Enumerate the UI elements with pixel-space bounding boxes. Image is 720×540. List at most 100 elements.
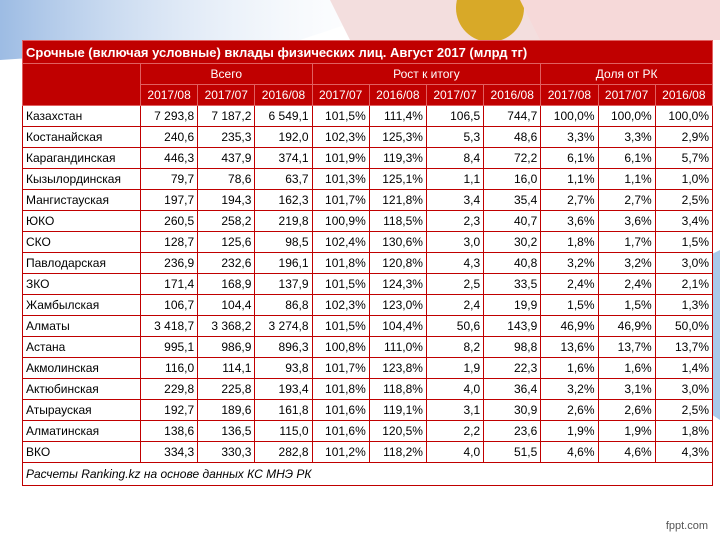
value-cell: 235,3 (197, 126, 256, 148)
value-cell: 240,6 (139, 126, 199, 148)
value-cell: 93,8 (254, 357, 313, 379)
value-cell: 40,7 (483, 210, 542, 232)
coin (456, 0, 524, 42)
sub-header-row: 2017/08 2017/07 2016/08 2017/07 2016/08 2017/… (23, 84, 714, 106)
value-cell: 114,1 (197, 357, 256, 379)
region-cell: Астана (22, 336, 141, 358)
value-cell: 1,8% (654, 420, 714, 442)
data-row: Карагандинская 446,3 437,9 374,1 101,9% 119,3… (22, 147, 714, 169)
data-row: Кызылординская 79,7 78,6 63,7 101,3% 125,1% 1,… (22, 168, 714, 190)
value-cell: 3 274,8 (254, 315, 313, 337)
region-cell: Акмолинская (22, 357, 141, 379)
data-row: СКО 128,7 125,6 98,5 102,4% 130,6% 3,0 30,2 1,8%… (22, 231, 714, 253)
region-cell: Казахстан (22, 105, 141, 127)
value-cell: 8,4 (425, 147, 485, 169)
value-cell: 78,6 (197, 168, 256, 190)
sub-header: 2016/08 (254, 84, 313, 106)
data-row: Костанайская 240,6 235,3 192,0 102,3% 125,3% 5… (22, 126, 714, 148)
value-cell: 3,2% (540, 252, 599, 274)
value-cell: 86,8 (254, 294, 313, 316)
value-cell: 236,9 (139, 252, 199, 274)
value-cell: 2,3 (425, 210, 485, 232)
value-cell: 36,4 (483, 378, 542, 400)
value-cell: 102,3% (311, 126, 370, 148)
value-cell: 118,5% (368, 210, 427, 232)
value-cell: 101,3% (311, 168, 370, 190)
value-cell: 101,9% (311, 147, 370, 169)
value-cell: 192,0 (254, 126, 313, 148)
value-cell: 123,8% (368, 357, 427, 379)
value-cell: 1,7% (597, 231, 656, 253)
value-cell: 123,0% (368, 294, 427, 316)
value-cell: 2,4% (540, 273, 599, 295)
value-cell: 986,9 (197, 336, 256, 358)
table-title: Срочные (включая условные) вклады физиче… (21, 40, 714, 64)
value-cell: 1,6% (540, 357, 599, 379)
value-cell: 124,3% (368, 273, 427, 295)
value-cell: 2,4 (425, 294, 485, 316)
region-cell: Жамбылская (22, 294, 141, 316)
sub-header: 2017/07 (425, 84, 485, 106)
data-row: Павлодарская 236,9 232,6 196,1 101,8% 120,8% 4… (22, 252, 714, 274)
value-cell: 4,0 (425, 378, 485, 400)
sub-header: 2016/08 (368, 84, 427, 106)
sub-header: 2017/08 (139, 84, 199, 106)
value-cell: 6 549,1 (254, 105, 313, 127)
value-cell: 136,5 (197, 420, 256, 442)
value-cell: 101,8% (311, 378, 370, 400)
data-row: ЮКО 260,5 258,2 219,8 100,9% 118,5% 2,3 40,7 3,6… (22, 210, 714, 232)
value-cell: 1,5% (597, 294, 656, 316)
region-cell: ЗКО (22, 273, 141, 295)
value-cell: 50,6 (425, 315, 485, 337)
value-cell: 192,7 (139, 399, 199, 421)
value-cell: 3,4 (425, 189, 485, 211)
value-cell: 111,0% (368, 336, 427, 358)
sub-header: 2017/07 (197, 84, 256, 106)
value-cell: 115,0 (254, 420, 313, 442)
value-cell: 100,9% (311, 210, 370, 232)
value-cell: 1,1 (425, 168, 485, 190)
value-cell: 162,3 (254, 189, 313, 211)
value-cell: 100,8% (311, 336, 370, 358)
value-cell: 168,9 (197, 273, 256, 295)
value-cell: 22,3 (483, 357, 542, 379)
value-cell: 896,3 (254, 336, 313, 358)
value-cell: 100,0% (654, 105, 714, 127)
value-cell: 2,7% (597, 189, 656, 211)
value-cell: 6,1% (597, 147, 656, 169)
value-cell: 3,1% (597, 378, 656, 400)
value-cell: 2,5 (425, 273, 485, 295)
region-cell: Алматинская (22, 420, 141, 442)
data-row: Астана 995,1 986,9 896,3 100,8% 111,0% 8,2 98,8… (22, 336, 714, 358)
value-cell: 2,5% (654, 189, 714, 211)
value-cell: 128,7 (139, 231, 199, 253)
value-cell: 30,2 (483, 231, 542, 253)
data-row: Актюбинская 229,8 225,8 193,4 101,8% 118,8% 4,… (22, 378, 714, 400)
sub-header: 2017/07 (311, 84, 370, 106)
data-row: Алматы 3 418,7 3 368,2 3 274,8 101,5% 104,4% 5… (22, 315, 714, 337)
value-cell: 3,6% (597, 210, 656, 232)
value-cell: 3,2% (540, 378, 599, 400)
value-cell: 161,8 (254, 399, 313, 421)
value-cell: 101,2% (311, 441, 370, 463)
value-cell: 102,4% (311, 231, 370, 253)
footnote-row: Расчеты Ranking.kz на основе данных КС М… (21, 462, 714, 486)
region-cell: Кызылординская (22, 168, 141, 190)
value-cell: 19,9 (483, 294, 542, 316)
value-cell: 4,6% (540, 441, 599, 463)
group-header: Доля от РК (540, 63, 714, 85)
value-cell: 13,6% (540, 336, 599, 358)
value-cell: 2,1% (654, 273, 714, 295)
value-cell: 1,8% (540, 231, 599, 253)
value-cell: 16,0 (483, 168, 542, 190)
value-cell: 101,5% (311, 315, 370, 337)
region-cell: Карагандинская (22, 147, 141, 169)
value-cell: 111,4% (368, 105, 427, 127)
value-cell: 446,3 (139, 147, 199, 169)
region-cell: Алматы (22, 315, 141, 337)
value-cell: 30,9 (483, 399, 542, 421)
value-cell: 130,6% (368, 231, 427, 253)
group-header: Рост к итогу (311, 63, 542, 85)
value-cell: 282,8 (254, 441, 313, 463)
value-cell: 6,1% (540, 147, 599, 169)
